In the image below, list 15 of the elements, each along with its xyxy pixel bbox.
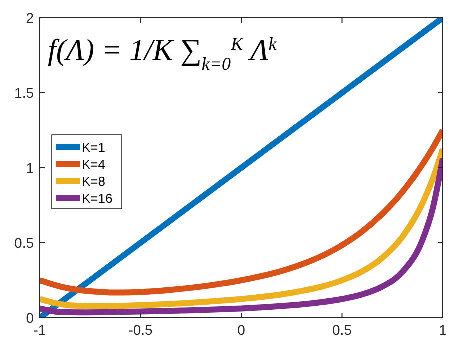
- y-tick-label: 0.5: [14, 235, 34, 251]
- text: f(Λ) = 1/K ∑$_{k=0}$$^{K}$ Λ$^{k}$: [48, 34, 278, 74]
- legend-label: K=1: [82, 140, 106, 155]
- y-tick-label: 1: [26, 160, 34, 176]
- x-tick-label: 0: [238, 322, 246, 338]
- legend-label: K=16: [82, 191, 113, 206]
- x-tick-label: -0.5: [128, 322, 154, 338]
- y-tick-label: 2: [26, 10, 34, 26]
- x-tick-label: 0.5: [332, 322, 352, 338]
- legend-label: K=8: [82, 174, 106, 189]
- legend-label: K=4: [82, 157, 106, 172]
- y-tick-label: 0: [26, 310, 34, 326]
- x-tick-label: 1: [439, 322, 448, 338]
- y-tick-label: 1.5: [14, 85, 34, 101]
- x-tick-label: -1: [34, 322, 46, 338]
